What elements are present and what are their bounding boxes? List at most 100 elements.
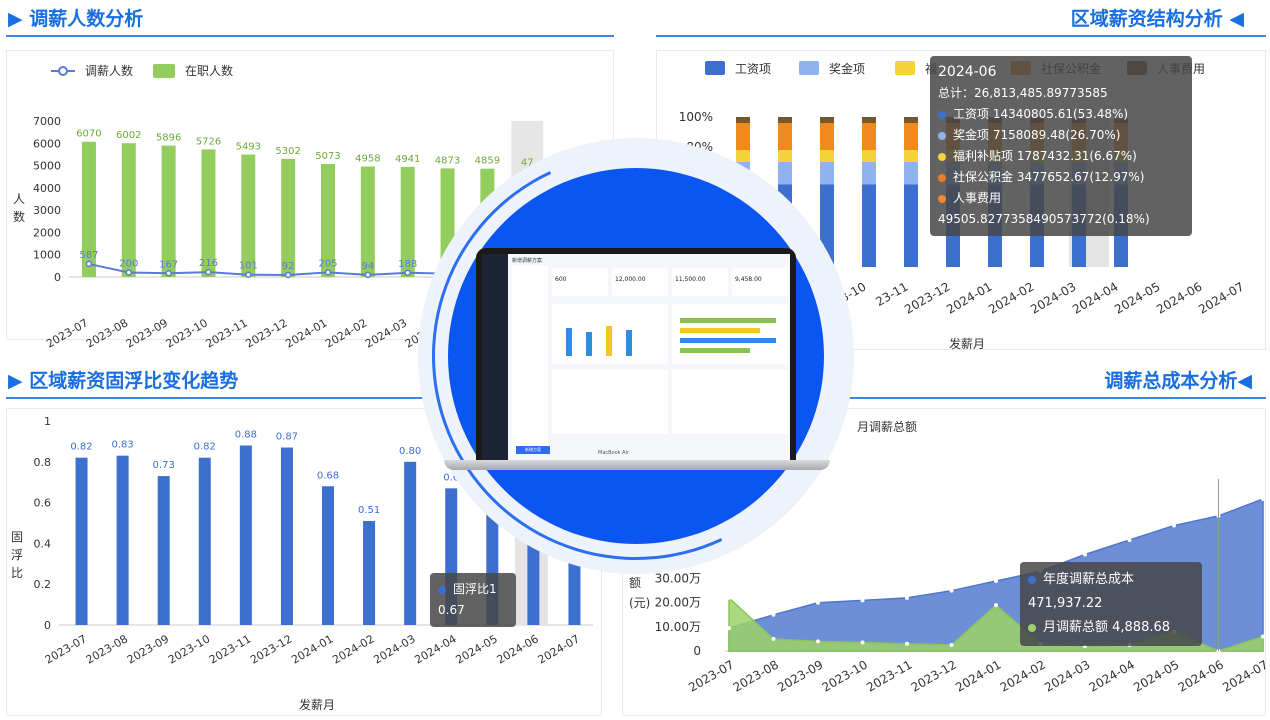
y-tick-label: 100% xyxy=(679,110,713,124)
headcount-bar xyxy=(241,154,256,277)
tooltip-row: 社保公积金 3477652.67(12.97%) xyxy=(938,167,1184,188)
headcount-bar xyxy=(281,158,296,277)
y-tick-label: 0 xyxy=(54,271,61,284)
x-tick-label: 2023-10 xyxy=(166,632,212,666)
line-value-label: 101 xyxy=(239,261,258,272)
stacked-bar-segment xyxy=(904,117,918,123)
tooltip-row: 工资项 14340805.61(53.48%) xyxy=(938,104,1184,125)
stacked-bar-segment xyxy=(862,123,876,150)
laptop-screen-content: 新增调薪方案 600 12,000.00 11,500.00 9,458.00 xyxy=(482,254,790,460)
line-value-label: 188 xyxy=(398,259,417,270)
x-tick-label: 2023-12 xyxy=(909,657,959,694)
tooltip-dot xyxy=(938,173,946,182)
y-tick-label: 0.8 xyxy=(34,456,52,469)
x-tick-label: 2023-08 xyxy=(731,657,781,694)
legend-swatch xyxy=(153,64,175,78)
bar-value-label: 0.82 xyxy=(194,442,216,453)
mini-hbar xyxy=(680,338,776,343)
legend-swatch xyxy=(895,61,915,75)
raise-count-point xyxy=(284,271,292,279)
tooltip-dot xyxy=(938,152,946,161)
stacked-bar-segment xyxy=(862,162,876,185)
mini-kpi-card: 12,000.00 xyxy=(612,268,668,296)
tooltip-row-label: 奖金项 7158089.48(26.70%) xyxy=(953,128,1121,142)
tooltip-title: 2024-06 xyxy=(938,64,997,80)
x-tick-label: 2023-12 xyxy=(248,632,294,666)
tooltip-dot xyxy=(1028,623,1036,632)
raise-count-point xyxy=(205,268,212,276)
mini-bar xyxy=(586,332,592,356)
x-tick-label: 2023-09 xyxy=(124,316,170,350)
bar-value-label: 47 xyxy=(521,157,534,168)
legend-label: 调薪人数 xyxy=(85,63,133,78)
mini-chart xyxy=(552,370,668,434)
laptop-badge: 新增调薪方案 600 12,000.00 11,500.00 9,458.00 xyxy=(374,94,898,618)
bar-value-label: 5302 xyxy=(275,146,300,157)
annual-cost-point xyxy=(949,588,954,593)
stacked-bar-segment xyxy=(904,162,918,185)
x-tick-label: 2024-07 xyxy=(1220,657,1270,694)
tooltip-row: 人事费用 49505.8277358490573772(0.18%) xyxy=(938,188,1184,230)
mini-add-button[interactable]: 新增方案 xyxy=(516,446,550,454)
raise-count-point xyxy=(324,269,332,276)
line-value-label: 92 xyxy=(282,261,295,272)
bar-value-label: 5493 xyxy=(236,142,261,153)
mini-kpi-card: 11,500.00 xyxy=(672,268,728,296)
monthly-cost-point xyxy=(727,595,731,600)
annual-cost-point xyxy=(1172,523,1176,528)
x-tick-label: 2024-04 xyxy=(412,632,458,666)
bar-value-label: 0.73 xyxy=(153,460,175,471)
tooltip-row: 奖金项 7158089.48(26.70%) xyxy=(938,125,1184,146)
bar-value-label: 6002 xyxy=(116,130,141,141)
monthly-cost-point xyxy=(994,603,998,608)
cost-tooltip-monthly: 月调薪总额 4,888.68 xyxy=(1043,620,1171,635)
section-rule xyxy=(656,397,1266,399)
stacked-bar-segment xyxy=(778,117,792,123)
legend-label: 奖金项 xyxy=(829,61,865,76)
x-tick-label: 2023-07 xyxy=(44,316,90,350)
bar-value-label: 0.80 xyxy=(399,446,421,457)
y-tick-label: 6000 xyxy=(33,137,61,150)
mini-kpi-card: 9,458.00 xyxy=(732,268,788,296)
bar-value-label: 0.6 xyxy=(443,472,459,483)
x-tick-label: 2023-10 xyxy=(820,657,870,694)
x-tick-label: 2024-03 xyxy=(1042,657,1092,694)
y-tick-label: 30.00万 xyxy=(655,572,701,586)
monthly-cost-point xyxy=(860,640,865,645)
y-tick-label: 0.4 xyxy=(34,537,52,550)
stacked-bar-segment xyxy=(820,123,834,150)
legend-swatch xyxy=(705,61,725,75)
x-axis-label: 发薪月 xyxy=(299,697,335,712)
stacked-bar-segment xyxy=(736,150,750,162)
x-tick-label: 2023-09 xyxy=(775,657,825,694)
mini-bar xyxy=(566,328,572,356)
tooltip-row-label: 社保公积金 3477652.67(12.97%) xyxy=(953,170,1145,184)
ratio-bar xyxy=(116,455,129,625)
mini-chart xyxy=(672,304,788,364)
raise-count-point xyxy=(125,269,133,276)
mini-tree xyxy=(512,266,548,454)
ratio-bar xyxy=(404,461,417,625)
monthly-cost-point xyxy=(816,639,820,644)
bar-value-label: 4859 xyxy=(475,156,500,167)
monthly-cost-point xyxy=(771,636,776,641)
y-axis-label: 人 xyxy=(13,192,25,206)
x-tick-label: 2024-05 xyxy=(1131,657,1181,694)
line-value-label: 216 xyxy=(199,258,218,269)
bar-value-label: 0.87 xyxy=(276,432,298,443)
x-tick-label: 2023-11 xyxy=(207,632,253,666)
bar-value-label: 6070 xyxy=(76,129,101,140)
x-tick-label: 2023-08 xyxy=(84,316,130,350)
panel-ratio: 0 0.2 0.4 0.6 0.8 1 固浮比 0.82 2023-07 0.83 2023-08 0… xyxy=(6,408,602,716)
section-rule xyxy=(6,397,614,399)
cost-tooltip-row: 月调薪总额 4,888.68 xyxy=(1028,616,1194,640)
stacked-bar-segment xyxy=(904,184,918,267)
raise-count-point xyxy=(404,269,411,277)
mini-hbar xyxy=(680,348,750,353)
y-tick-label: 0 xyxy=(44,619,51,632)
y-tick-label: 5000 xyxy=(33,160,61,173)
annual-cost-point xyxy=(771,612,776,617)
x-tick-label: 2024-01 xyxy=(289,632,335,666)
y-tick-label: 4000 xyxy=(33,182,61,195)
